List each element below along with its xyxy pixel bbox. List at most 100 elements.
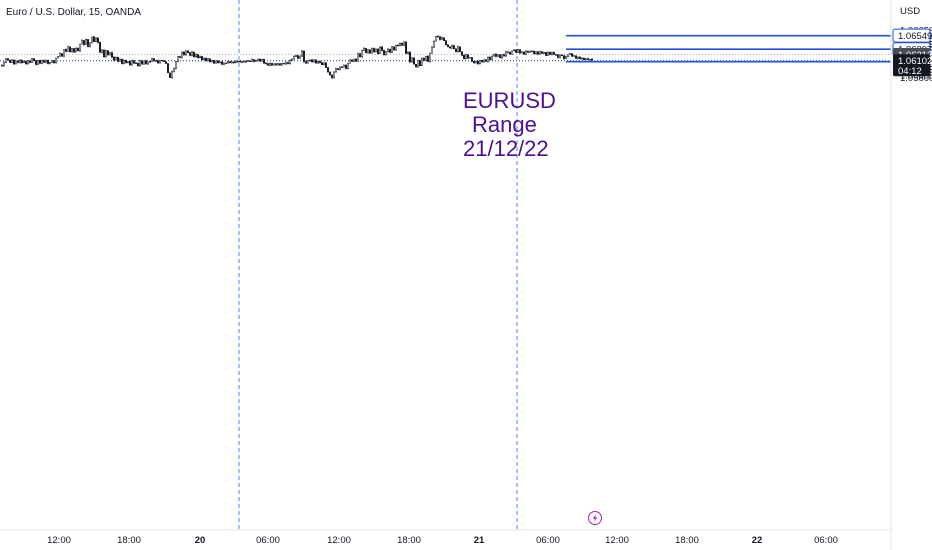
candle-body [557,54,559,58]
price-tick-label: 1.05800 [900,73,932,84]
candle-body [267,63,269,66]
candle-body [29,60,31,63]
candle-body [489,57,491,60]
candle-body [135,62,137,65]
candle-body [15,60,17,65]
candle-body [91,36,93,44]
candle-body [125,59,127,63]
candle-body [345,64,347,69]
annotation-line-1[interactable]: EURUSD [463,88,556,113]
lightning-icon[interactable] [588,511,602,525]
candle-body [343,64,345,68]
candle-body [455,48,457,53]
candle-body [113,56,115,61]
candle-body [469,57,471,59]
candle-body [215,60,217,64]
candle-body [357,53,359,62]
candle-body [415,63,417,68]
candle-body [21,59,23,63]
symbol-title[interactable]: Euro / U.S. Dollar, 15, OANDA [6,7,141,18]
candle-body [341,66,343,68]
candle-body [45,60,47,63]
candle-body [19,59,21,63]
candle-body [583,57,585,61]
time-axis-ticks[interactable]: 12:00 18:00 20 06:00 12:00 18:00 21 06:00 12:00 1… [47,535,838,546]
countdown-label: 04:12 [898,66,922,77]
candle-body [413,57,415,65]
candle-body [567,54,569,57]
candle-body [257,58,259,62]
candle-body [367,49,369,54]
candle-body [363,48,365,51]
candle-body [517,49,519,53]
candle-body [407,51,409,54]
price-badge-label: 1.06102 [898,56,932,67]
candle-body [221,61,223,65]
candle-body [73,48,75,53]
candle-body [511,50,513,55]
candle-body [39,59,41,64]
candle-body [121,58,123,64]
candle-body [163,60,165,62]
candle-body [67,46,69,52]
candle-body [449,46,451,49]
annotation-line-2[interactable]: Range [472,112,537,137]
candle-body [309,59,311,61]
candle-body [389,48,391,53]
candle-body [53,60,55,63]
candle-body [433,40,435,48]
candle-body [271,63,273,66]
candle-body [333,71,335,79]
candle-body [127,61,129,63]
candle-body [479,60,481,65]
candle-body [329,71,331,76]
candle-body [287,62,289,64]
candle-body [467,54,469,59]
candle-body [563,55,565,60]
candle-body [337,68,339,70]
candle-body [505,51,507,57]
candle-body [103,49,105,58]
candle-body [7,58,9,61]
candle-body [365,48,367,54]
candle-body [475,60,477,64]
candle-body [325,62,327,68]
candle-body [23,60,25,63]
candle-body [69,46,71,53]
candle-body [317,60,319,64]
candle-body [37,59,39,65]
candle-body [493,53,495,57]
annotation-line-3[interactable]: 21/12/22 [463,136,549,161]
candle-body [591,59,593,61]
candle-body [409,51,411,63]
candle-body [463,55,465,59]
plot-area[interactable] [0,0,891,530]
candle-body [353,58,355,62]
candle-body [255,60,257,62]
candle-body [483,59,485,63]
candle-body [47,60,49,64]
candle-body [297,55,299,59]
time-tick-label: 12:00 [605,535,629,546]
candle-body [279,63,281,66]
candle-body [175,61,177,69]
candle-body [145,60,147,65]
candle-body [527,50,529,53]
time-tick-label: 18:00 [117,535,141,546]
candle-body [339,66,341,70]
candle-body [403,41,405,46]
candle-body [529,50,531,53]
candle-body [159,59,161,64]
candle-body [283,62,285,65]
candle-body [155,60,157,62]
time-tick-label: 18:00 [675,535,699,546]
candle-body [507,51,509,53]
candle-body [383,50,385,56]
candle-body [81,40,83,45]
candle-body [531,50,533,53]
candle-body [285,62,287,65]
candle-body [247,60,249,62]
candle-body [137,62,139,67]
